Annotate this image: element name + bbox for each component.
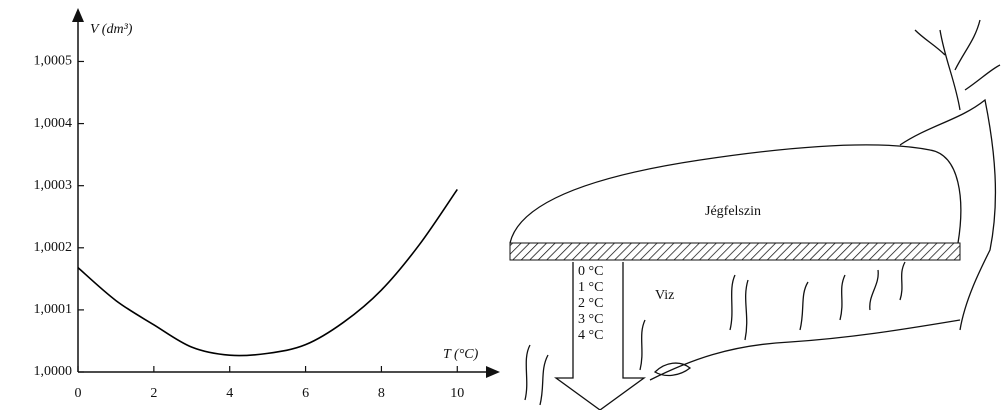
- y-tick-label: 1,0000: [34, 364, 73, 379]
- x-tick-label: 8: [378, 386, 385, 401]
- depth-label: 2 °C: [578, 296, 603, 311]
- depth-label: 4 °C: [578, 328, 603, 343]
- y-tick-label: 1,0002: [34, 240, 73, 255]
- depth-label: 0 °C: [578, 264, 603, 279]
- x-axis-label: T (°C): [443, 347, 479, 362]
- water-label: Viz: [655, 288, 674, 303]
- lake-bottom: [650, 320, 960, 380]
- y-axis-arrow: [72, 8, 84, 22]
- y-tick-label: 1,0005: [34, 54, 73, 69]
- y-axis-label: V (dm³): [90, 22, 133, 37]
- x-axis-arrow: [486, 366, 500, 378]
- x-tick-label: 6: [302, 386, 309, 401]
- illustration: Jégfelszin Viz 0 °C1 °C2 °C3 °C4 °C: [510, 20, 1000, 410]
- ice-layer: [510, 243, 960, 260]
- tree: [915, 20, 1000, 110]
- x-tick-label: 0: [75, 386, 82, 401]
- depth-label: 1 °C: [578, 280, 603, 295]
- page: V (dm³) T (°C) Jégfelszin Viz 0 °C1 °C2 …: [0, 0, 1006, 410]
- x-tick-label: 10: [450, 386, 464, 401]
- x-tick-label: 4: [226, 386, 233, 401]
- y-tick-label: 1,0001: [34, 302, 73, 317]
- axes: V (dm³) T (°C): [72, 8, 500, 378]
- ice-label: Jégfelszin: [705, 204, 761, 219]
- curve: [78, 189, 457, 355]
- depth-labels: 0 °C1 °C2 °C3 °C4 °C: [578, 264, 603, 343]
- x-tick-label: 2: [150, 386, 157, 401]
- y-tick-label: 1,0004: [34, 116, 73, 131]
- y-tick-label: 1,0003: [34, 178, 73, 193]
- ice-surface: [510, 145, 961, 243]
- shore: [900, 100, 995, 330]
- depth-label: 3 °C: [578, 312, 603, 327]
